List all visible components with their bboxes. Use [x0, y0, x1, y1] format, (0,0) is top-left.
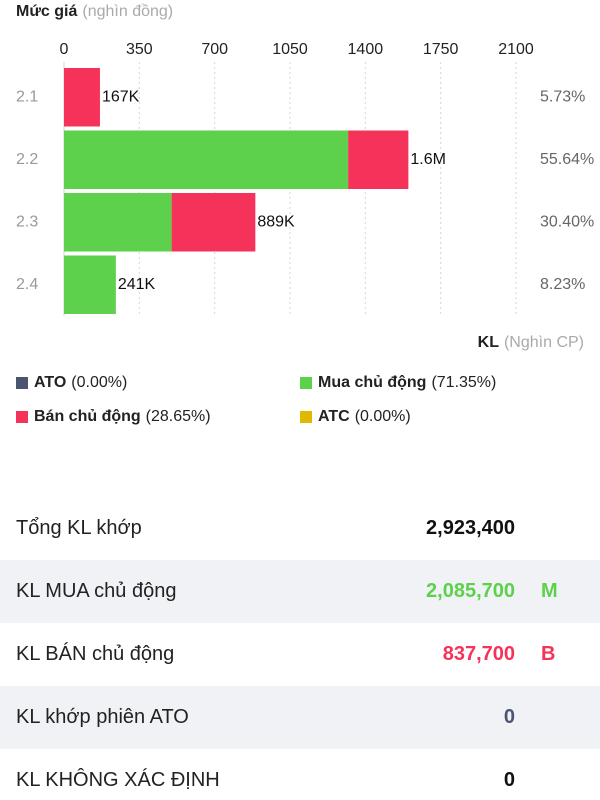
share-label: 8.23% [540, 276, 585, 293]
legend-name: ATC [318, 408, 350, 425]
bar-segment [348, 130, 409, 189]
x-label: KL (Nghìn CP) [478, 334, 584, 351]
x-tick-label: 1050 [272, 41, 308, 58]
legend-name: ATO [34, 374, 66, 391]
y-tick-label: 2.2 [16, 151, 38, 168]
share-label: 55.64% [540, 151, 594, 168]
total-label: 167K [102, 88, 140, 105]
bar-segment [64, 68, 100, 127]
x-label-text: KL [478, 334, 500, 351]
y-label: Mức giá (nghìn đồng) [16, 3, 173, 20]
y-tick-label: 2.4 [16, 276, 38, 293]
legend-swatch [16, 411, 28, 423]
row-label: KL KHÔNG XÁC ĐỊNH [16, 768, 220, 791]
legend-percent: (0.00%) [71, 374, 127, 391]
row-background [0, 560, 600, 623]
legend-entry: ATC (0.00%) [318, 408, 411, 425]
y-tick-label: 2.3 [16, 213, 38, 230]
legend-name: Bán chủ động [34, 408, 141, 425]
row-background [0, 686, 600, 749]
row-label: KL MUA chủ động [16, 580, 176, 602]
legend-percent: (71.35%) [431, 374, 496, 391]
y-tick-label: 2.1 [16, 88, 38, 105]
bar-segment [64, 130, 349, 189]
x-tick-label: 0 [60, 41, 69, 58]
total-label: 241K [118, 276, 156, 293]
legend-swatch [300, 411, 312, 423]
row-value: 0 [504, 769, 515, 791]
share-label: 30.40% [540, 213, 594, 230]
x-tick-label: 350 [126, 41, 153, 58]
bar-segment [64, 193, 172, 252]
row-tag: M [541, 580, 558, 602]
legend-entry: ATO (0.00%) [34, 374, 127, 391]
legend-name: Mua chủ động [318, 374, 426, 391]
legend-percent: (28.65%) [146, 408, 211, 425]
row-value: 2,085,700 [426, 580, 515, 602]
row-label: KL BÁN chủ động [16, 642, 174, 665]
legend-swatch [300, 377, 312, 389]
total-label: 889K [257, 213, 295, 230]
share-label: 5.73% [540, 88, 585, 105]
bar-segment [64, 255, 116, 314]
legend-percent: (0.00%) [355, 408, 411, 425]
row-value: 0 [504, 706, 515, 728]
x-tick-label: 700 [201, 41, 228, 58]
y-label-unit: (nghìn đồng) [82, 3, 173, 20]
row-label: Tổng KL khớp [16, 517, 142, 539]
bar-segment [171, 193, 256, 252]
x-tick-label: 1750 [423, 41, 459, 58]
legend-swatch [16, 377, 28, 389]
row-tag: B [541, 643, 555, 665]
row-label: KL khớp phiên ATO [16, 706, 189, 728]
row-value: 837,700 [443, 643, 515, 665]
legend-entry: Mua chủ động (71.35%) [318, 374, 496, 391]
x-tick-label: 2100 [498, 41, 534, 58]
legend-entry: Bán chủ động (28.65%) [34, 408, 211, 425]
x-tick-label: 1400 [348, 41, 384, 58]
total-label: 1.6M [410, 151, 446, 168]
y-label-text: Mức giá [16, 3, 77, 20]
row-value: 2,923,400 [426, 517, 515, 539]
x-label-unit: (Nghìn CP) [504, 334, 584, 351]
